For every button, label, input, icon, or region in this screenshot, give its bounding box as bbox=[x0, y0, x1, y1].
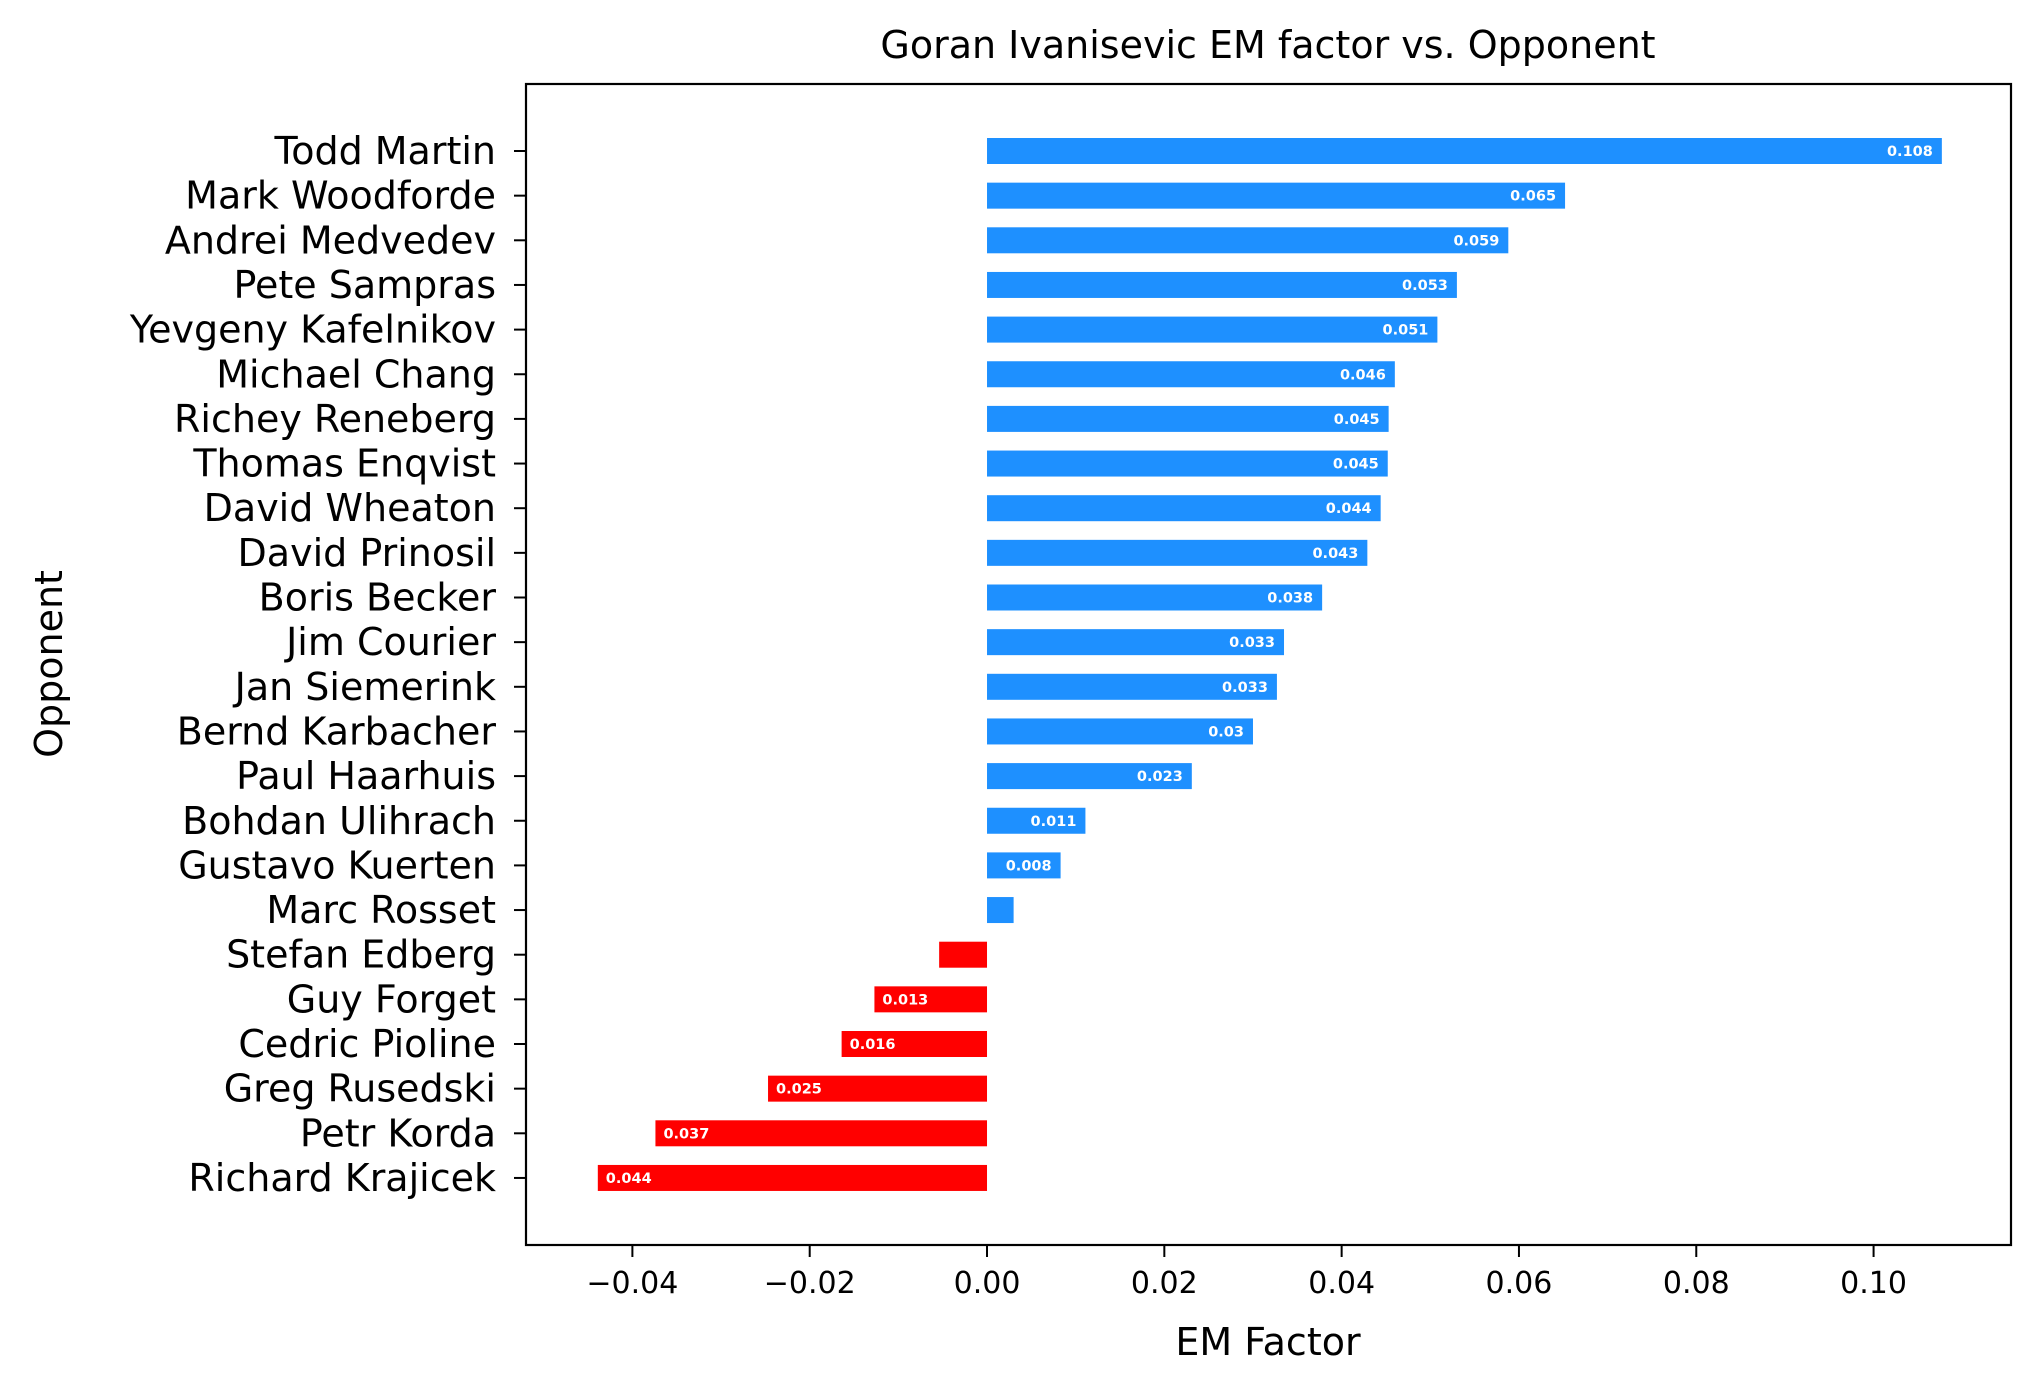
y-axis-label: Opponent bbox=[27, 570, 71, 758]
chart-title: Goran Ivanisevic EM factor vs. Opponent bbox=[880, 23, 1655, 67]
bar-mark-woodforde bbox=[987, 182, 1566, 209]
y-tick-label-bohdan-ulihrach: Bohdan Ulihrach bbox=[182, 799, 496, 843]
x-tick-label: −0.04 bbox=[586, 1266, 678, 1301]
bar-todd-martin bbox=[987, 138, 1942, 164]
y-tick-label-paul-haarhuis: Paul Haarhuis bbox=[236, 754, 496, 798]
bar-value-label-greg-rusedski: 0.025 bbox=[776, 1082, 822, 1098]
bar-value-label-richey-reneberg: 0.045 bbox=[1334, 412, 1380, 428]
y-tick-label-guy-forget: Guy Forget bbox=[287, 977, 496, 1021]
bar-value-label-thomas-enqvist: 0.045 bbox=[1333, 457, 1379, 473]
bar-david-wheaton bbox=[987, 495, 1381, 522]
y-tick-label-jan-siemerink: Jan Siemerink bbox=[233, 665, 496, 709]
x-tick-label: 0.00 bbox=[954, 1266, 1021, 1301]
y-tick-label-andrei-medvedev: Andrei Medvedev bbox=[165, 218, 496, 262]
bar-paul-haarhuis bbox=[987, 763, 1192, 790]
bar-value-label-cedric-pioline: 0.016 bbox=[850, 1037, 896, 1053]
x-axis-label: EM Factor bbox=[1175, 1320, 1361, 1364]
bar-value-label-petr-korda: 0.037 bbox=[663, 1126, 709, 1142]
bar-value-label-richard-krajicek: 0.044 bbox=[606, 1171, 652, 1187]
y-tick-label-cedric-pioline: Cedric Pioline bbox=[238, 1022, 496, 1066]
y-tick-label-marc-rosset: Marc Rosset bbox=[266, 888, 496, 932]
bar-value-label-yevgeny-kafelnikov: 0.051 bbox=[1383, 323, 1429, 339]
bar-value-label-andrei-medvedev: 0.059 bbox=[1453, 233, 1499, 249]
bar-richard-krajicek bbox=[597, 1164, 988, 1191]
bar-marc-rosset bbox=[987, 897, 1014, 924]
y-tick-label-thomas-enqvist: Thomas Enqvist bbox=[192, 442, 496, 486]
bar-greg-rusedski bbox=[768, 1075, 988, 1102]
y-tick-label-richard-krajicek: Richard Krajicek bbox=[188, 1156, 496, 1200]
bar-value-label-bohdan-ulihrach: 0.011 bbox=[1031, 814, 1077, 830]
y-tick-label-richey-reneberg: Richey Reneberg bbox=[174, 397, 496, 441]
bar-value-label-david-prinosil: 0.043 bbox=[1312, 546, 1358, 562]
bar-value-label-jan-siemerink: 0.033 bbox=[1222, 680, 1268, 696]
bar-value-label-boris-becker: 0.038 bbox=[1267, 591, 1313, 607]
bar-value-label-todd-martin: 0.108 bbox=[1887, 144, 1933, 160]
bar-value-label-jim-courier: 0.033 bbox=[1229, 635, 1275, 651]
y-tick-label-gustavo-kuerten: Gustavo Kuerten bbox=[178, 843, 496, 887]
x-tick-label: 0.02 bbox=[1131, 1266, 1198, 1301]
bar-jan-siemerink bbox=[987, 673, 1277, 700]
bar-stefan-edberg bbox=[939, 941, 988, 968]
bar-boris-becker bbox=[987, 584, 1323, 611]
x-tick-label: 0.04 bbox=[1308, 1266, 1375, 1301]
bar-value-label-pete-sampras: 0.053 bbox=[1402, 278, 1448, 294]
bar-pete-sampras bbox=[987, 271, 1457, 298]
bar-jim-courier bbox=[987, 629, 1285, 656]
bar-guy-forget bbox=[874, 986, 988, 1013]
bar-michael-chang bbox=[987, 361, 1395, 388]
y-tick-label-bernd-karbacher: Bernd Karbacher bbox=[177, 709, 497, 753]
bar-petr-korda bbox=[655, 1120, 988, 1147]
y-tick-label-david-prinosil: David Prinosil bbox=[238, 531, 496, 575]
y-tick-label-boris-becker: Boris Becker bbox=[259, 576, 497, 620]
bar-value-label-michael-chang: 0.046 bbox=[1340, 367, 1386, 383]
bar-thomas-enqvist bbox=[987, 450, 1388, 477]
y-tick-label-michael-chang: Michael Chang bbox=[216, 352, 496, 396]
bar-value-label-gustavo-kuerten: 0.008 bbox=[1006, 858, 1052, 874]
bar-value-label-bernd-karbacher: 0.03 bbox=[1208, 724, 1244, 740]
bar-bohdan-ulihrach bbox=[987, 807, 1086, 834]
bar-gustavo-kuerten bbox=[987, 852, 1061, 879]
y-tick-label-david-wheaton: David Wheaton bbox=[204, 486, 496, 530]
y-tick-label-greg-rusedski: Greg Rusedski bbox=[224, 1067, 496, 1111]
x-tick-label: 0.10 bbox=[1840, 1266, 1907, 1301]
bar-value-label-mark-woodforde: 0.065 bbox=[1510, 189, 1556, 205]
bar-value-label-paul-haarhuis: 0.023 bbox=[1137, 769, 1183, 785]
y-tick-label-mark-woodforde: Mark Woodforde bbox=[185, 174, 496, 218]
y-tick-label-stefan-edberg: Stefan Edberg bbox=[226, 933, 496, 977]
bar-yevgeny-kafelnikov bbox=[987, 316, 1438, 343]
bar-david-prinosil bbox=[987, 539, 1368, 566]
x-tick-label: 0.06 bbox=[1486, 1266, 1553, 1301]
bar-value-label-david-wheaton: 0.044 bbox=[1326, 501, 1372, 517]
y-tick-label-todd-martin: Todd Martin bbox=[273, 129, 496, 173]
bar-richey-reneberg bbox=[987, 405, 1389, 432]
y-tick-label-yevgeny-kafelnikov: Yevgeny Kafelnikov bbox=[129, 308, 496, 352]
bar-andrei-medvedev bbox=[987, 227, 1509, 254]
bar-cedric-pioline bbox=[841, 1031, 988, 1057]
x-axis: −0.04 −0.02 0.00 0.02 0.04 0.06 0.08 0.10 bbox=[586, 1245, 1907, 1301]
y-tick-label-pete-sampras: Pete Sampras bbox=[233, 263, 496, 307]
bar-bernd-karbacher bbox=[987, 718, 1253, 745]
y-tick-label-jim-courier: Jim Courier bbox=[284, 620, 496, 664]
plot-frame bbox=[524, 82, 2013, 1247]
bar-value-label-guy-forget: 0.013 bbox=[882, 992, 928, 1008]
bars-layer: 0.108 0.065 0.059 0.053 0.051 0.046 0.045 0.045… bbox=[597, 138, 1942, 1191]
y-tick-label-petr-korda: Petr Korda bbox=[300, 1111, 496, 1155]
x-tick-label: −0.02 bbox=[764, 1266, 856, 1301]
x-tick-label: 0.08 bbox=[1663, 1266, 1730, 1301]
